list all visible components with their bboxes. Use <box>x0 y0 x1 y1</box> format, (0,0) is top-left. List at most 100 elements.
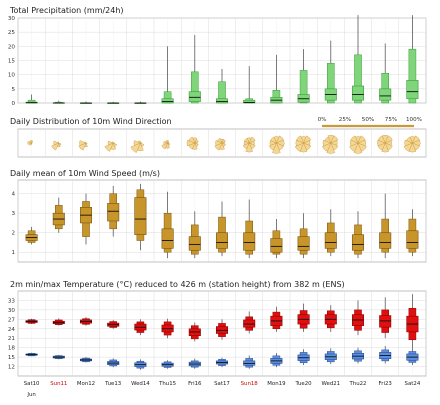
wind-rose <box>186 136 199 150</box>
x-axis-day-label: Thu22 <box>349 381 367 387</box>
precip-ytick-label: 15 <box>8 59 16 65</box>
wind-rose <box>268 135 285 154</box>
wind-rose-petal <box>194 139 199 144</box>
wind-box <box>379 232 392 249</box>
precip-box <box>379 88 392 101</box>
precip-decile-box <box>327 63 335 104</box>
wind-rose <box>51 140 62 151</box>
wind-rose <box>349 135 367 154</box>
wind-rose <box>27 140 34 146</box>
wind-rose-petal <box>53 140 60 146</box>
precip-decile-box <box>381 73 389 104</box>
wind-rose-petal <box>51 142 60 151</box>
x-axis-day-label: Mon12 <box>77 381 95 387</box>
wind-box <box>324 232 337 249</box>
wind-rose-petal <box>330 135 339 144</box>
x-axis-day-label: Sun18 <box>241 381 259 387</box>
precip-box <box>351 85 365 101</box>
wind-rose-petal <box>57 141 60 144</box>
wind-rose-petal <box>188 136 196 144</box>
wind-rose-petal <box>27 141 33 145</box>
wind-rose-petal <box>270 136 277 144</box>
precip-decile-box <box>191 71 199 104</box>
wind-box <box>351 234 365 251</box>
x-axis-day-label: Tue20 <box>295 381 313 387</box>
temp-title: 2m min/max Temperature (°C) reduced to 4… <box>10 280 345 289</box>
wind-rose-petal <box>137 140 141 144</box>
winddir-legend-label: 50% <box>362 117 374 123</box>
winddir-legend-label: 75% <box>385 117 397 123</box>
temp-ytick-label: 24 <box>8 327 16 333</box>
wind-box <box>134 197 147 235</box>
wind-box <box>107 203 120 222</box>
x-axis-day-label: Fri16 <box>188 381 202 387</box>
wind-rose-petal <box>221 139 226 144</box>
wind-rose-petal <box>349 142 359 152</box>
wind-rose-petal <box>381 142 389 153</box>
wind-rose-petal <box>215 140 223 146</box>
precip-decile-box <box>408 48 417 104</box>
wind-rose-petal <box>248 136 256 144</box>
precip-ytick-label: 5 <box>11 87 15 93</box>
wind-rose-petal <box>107 140 114 146</box>
wind-rose-petal <box>403 142 413 152</box>
wind-title: Daily mean of 10m Wind Speed (m/s) <box>10 169 160 178</box>
precip-box <box>215 98 229 104</box>
wind-rose <box>161 140 171 150</box>
precip-decile-box <box>299 70 308 104</box>
precip-box <box>243 99 256 104</box>
wind-rose <box>104 140 118 152</box>
wind-rose-petal <box>214 142 223 151</box>
wind-rose-petal <box>163 141 169 145</box>
temp-box <box>243 319 256 328</box>
wind-rose-petal <box>245 142 253 153</box>
wind-rose-petal <box>322 139 332 147</box>
wind-rose-petal <box>111 141 114 144</box>
wind-rose-petal <box>242 142 250 150</box>
precip-title: Total Precipitation (mm/24h) <box>9 6 124 15</box>
winddir-legend-label: 25% <box>339 117 351 123</box>
wind-rose <box>242 136 256 153</box>
wind-rose-petal <box>130 142 141 153</box>
wind-rose-petal <box>324 136 332 144</box>
wind-rose-petal <box>104 142 114 152</box>
wind-rose <box>403 135 421 153</box>
wind-rose-petal <box>272 142 281 154</box>
winddir-title: Daily Distribution of 10m Wind Direction <box>10 117 172 126</box>
wind-rose-petal <box>268 142 277 151</box>
temp-ytick-label: 21 <box>8 336 16 342</box>
x-axis-day-label: Thu15 <box>158 381 176 387</box>
precip-ytick-label: 10 <box>8 73 16 79</box>
wind-rose-petal <box>322 142 332 152</box>
precip-ytick-label: 20 <box>8 44 16 50</box>
x-axis-month-label: Jun <box>26 392 35 398</box>
winddir-legend-label: 100% <box>406 117 422 123</box>
precip-decile-box <box>354 54 362 104</box>
wind-rose-petal <box>133 140 141 146</box>
precip-ytick-label: 30 <box>8 16 16 22</box>
wind-box <box>297 236 310 251</box>
temp-ytick-label: 12 <box>8 365 15 371</box>
precip-box <box>161 98 174 104</box>
wind-box <box>406 230 419 249</box>
wind-rose-petal <box>406 136 413 144</box>
wind-rose-petal <box>216 137 223 144</box>
precip-ytick-label: 0 <box>11 101 15 107</box>
wind-rose-petal <box>296 135 304 144</box>
wind-rose-petal <box>350 135 359 144</box>
wind-rose <box>214 137 226 151</box>
wind-rose-petal <box>79 140 87 146</box>
temp-ytick-label: 27 <box>8 317 16 323</box>
wind-rose-petal <box>303 135 312 144</box>
wind-rose-petal <box>353 142 363 154</box>
x-axis-day-label: Wed14 <box>131 381 150 387</box>
winddir-legend-label: 0% <box>318 117 327 123</box>
precip-box <box>188 91 201 102</box>
wind-rose-petal <box>78 142 87 151</box>
wind-rose-petal <box>186 139 196 147</box>
wind-rose-petal <box>326 142 336 154</box>
wind-rose-petal <box>28 140 32 144</box>
x-axis-day-label: Sat10 <box>24 381 40 387</box>
